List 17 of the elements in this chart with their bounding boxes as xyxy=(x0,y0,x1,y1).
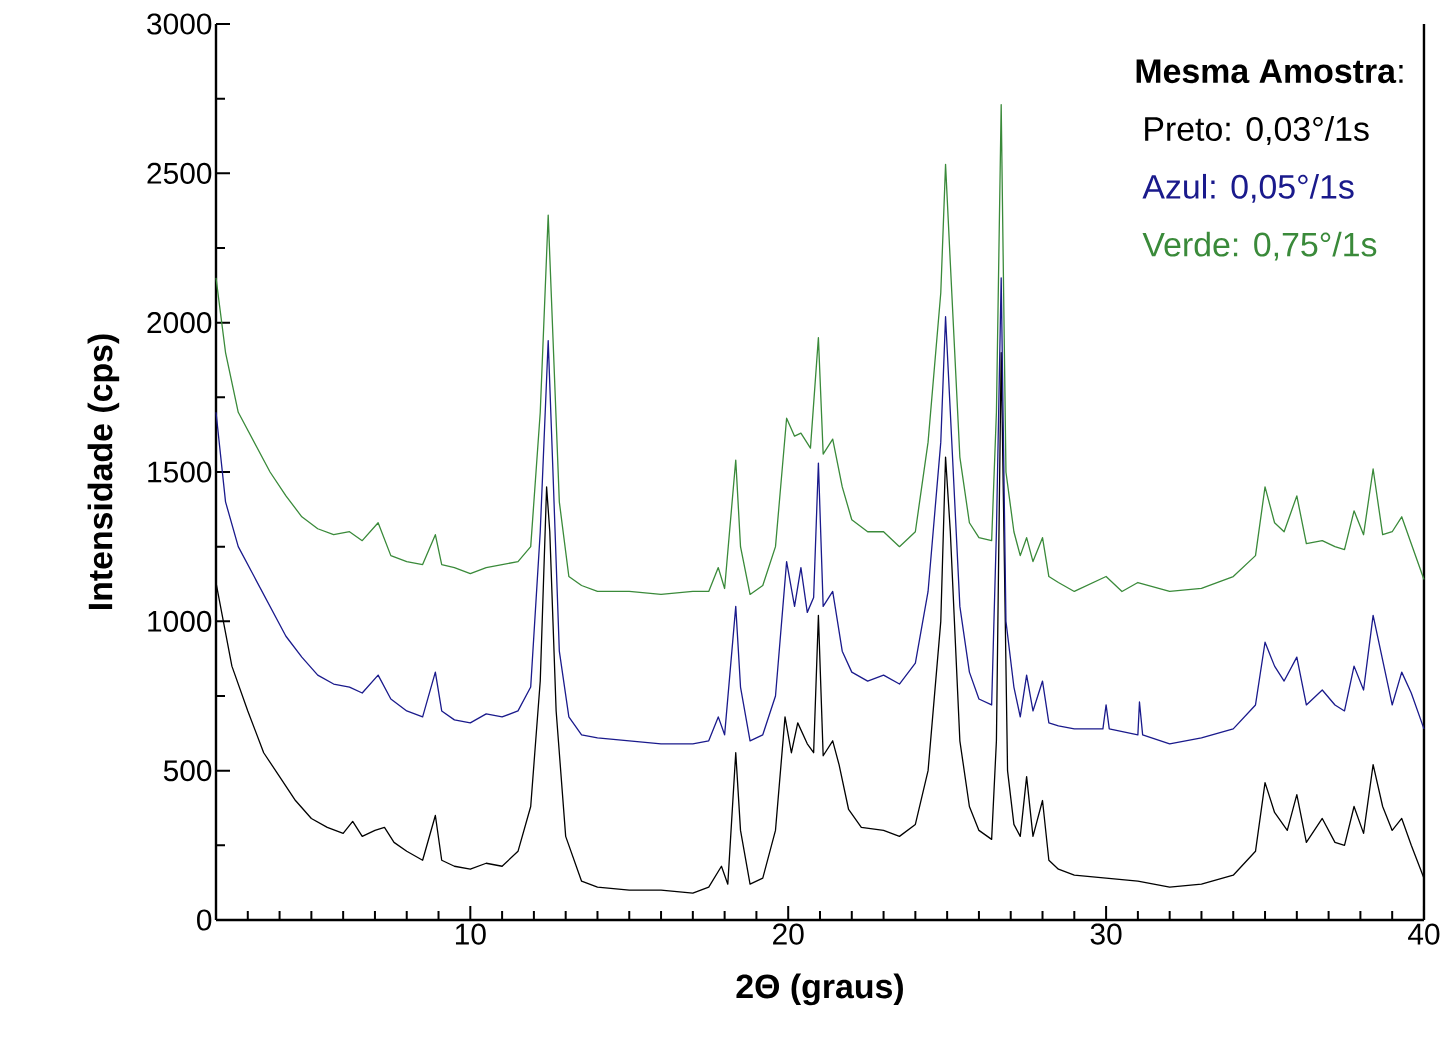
y-tick-label: 1000 xyxy=(148,610,212,632)
y-tick-label: 2500 xyxy=(147,162,212,184)
x-tick-label: 40 xyxy=(1408,923,1440,945)
legend-title: Mesma Amostra: xyxy=(1136,59,1403,84)
x-tick-label: 30 xyxy=(1090,923,1122,945)
x-tick-label: 10 xyxy=(455,923,486,945)
y-axis-title: Intensidade (cps) xyxy=(87,334,120,610)
y-tick-label: 1500 xyxy=(148,461,212,483)
y-tick-label: 0 xyxy=(197,909,212,931)
y-tick-label: 2000 xyxy=(147,312,212,334)
y-tick-label: 3000 xyxy=(147,13,212,35)
text: Azul: 0,05°/1s xyxy=(1142,173,1354,203)
x-axis-title: 2Θ (graus) xyxy=(736,973,903,1006)
y-tick-label: 500 xyxy=(163,760,212,782)
x-tick-label: 20 xyxy=(773,923,804,945)
text: Verde: 0,75°/1s xyxy=(1142,231,1377,261)
text: Preto: 0,03°/1s xyxy=(1145,116,1369,145)
